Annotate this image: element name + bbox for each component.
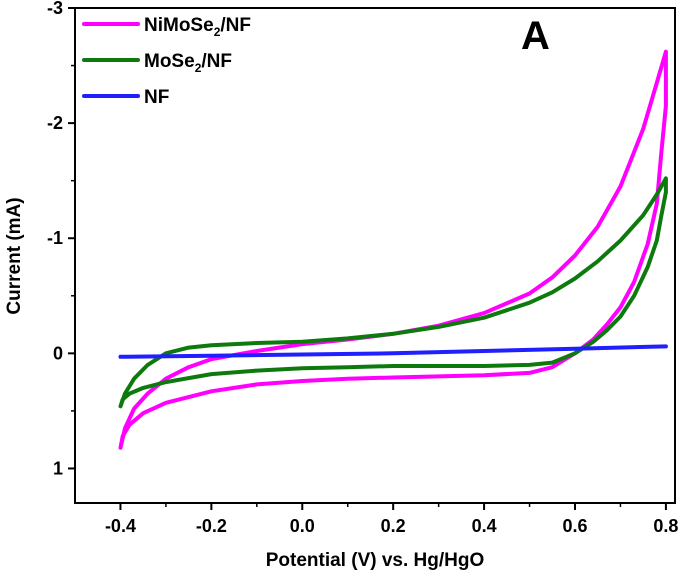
y-tick-label: 1 [53,458,63,478]
x-tick-label: -0.2 [196,516,227,536]
y-tick-label: -3 [47,0,63,18]
x-tick-label: 0.6 [562,516,587,536]
legend-label: NF [144,87,169,108]
y-axis-title: Current (mA) [4,197,25,314]
x-tick-label: 0.2 [381,516,406,536]
plot-frame [74,7,676,504]
y-tick-label: -1 [47,228,63,248]
x-tick-label: 0.8 [653,516,678,536]
legend-label: NiMoSe2/NF [144,15,251,39]
x-tick-label: 0.0 [290,516,315,536]
x-axis-title: Potential (V) vs. Hg/HgO [266,550,485,571]
x-tick-label: 0.4 [472,516,497,536]
y-tick-label: -2 [47,113,63,133]
x-tick-label: -0.4 [105,516,136,536]
series-line-nimose2-nf [118,49,668,450]
panel-label: A [521,14,550,58]
legend: NiMoSe2/NF MoSe2/NF NF [82,15,251,108]
y-tick-label: 0 [53,343,63,363]
plot-area [118,49,668,450]
series-line-mose2-nf [118,176,668,409]
series-line-nf [118,344,668,359]
legend-label: MoSe2/NF [144,51,232,75]
